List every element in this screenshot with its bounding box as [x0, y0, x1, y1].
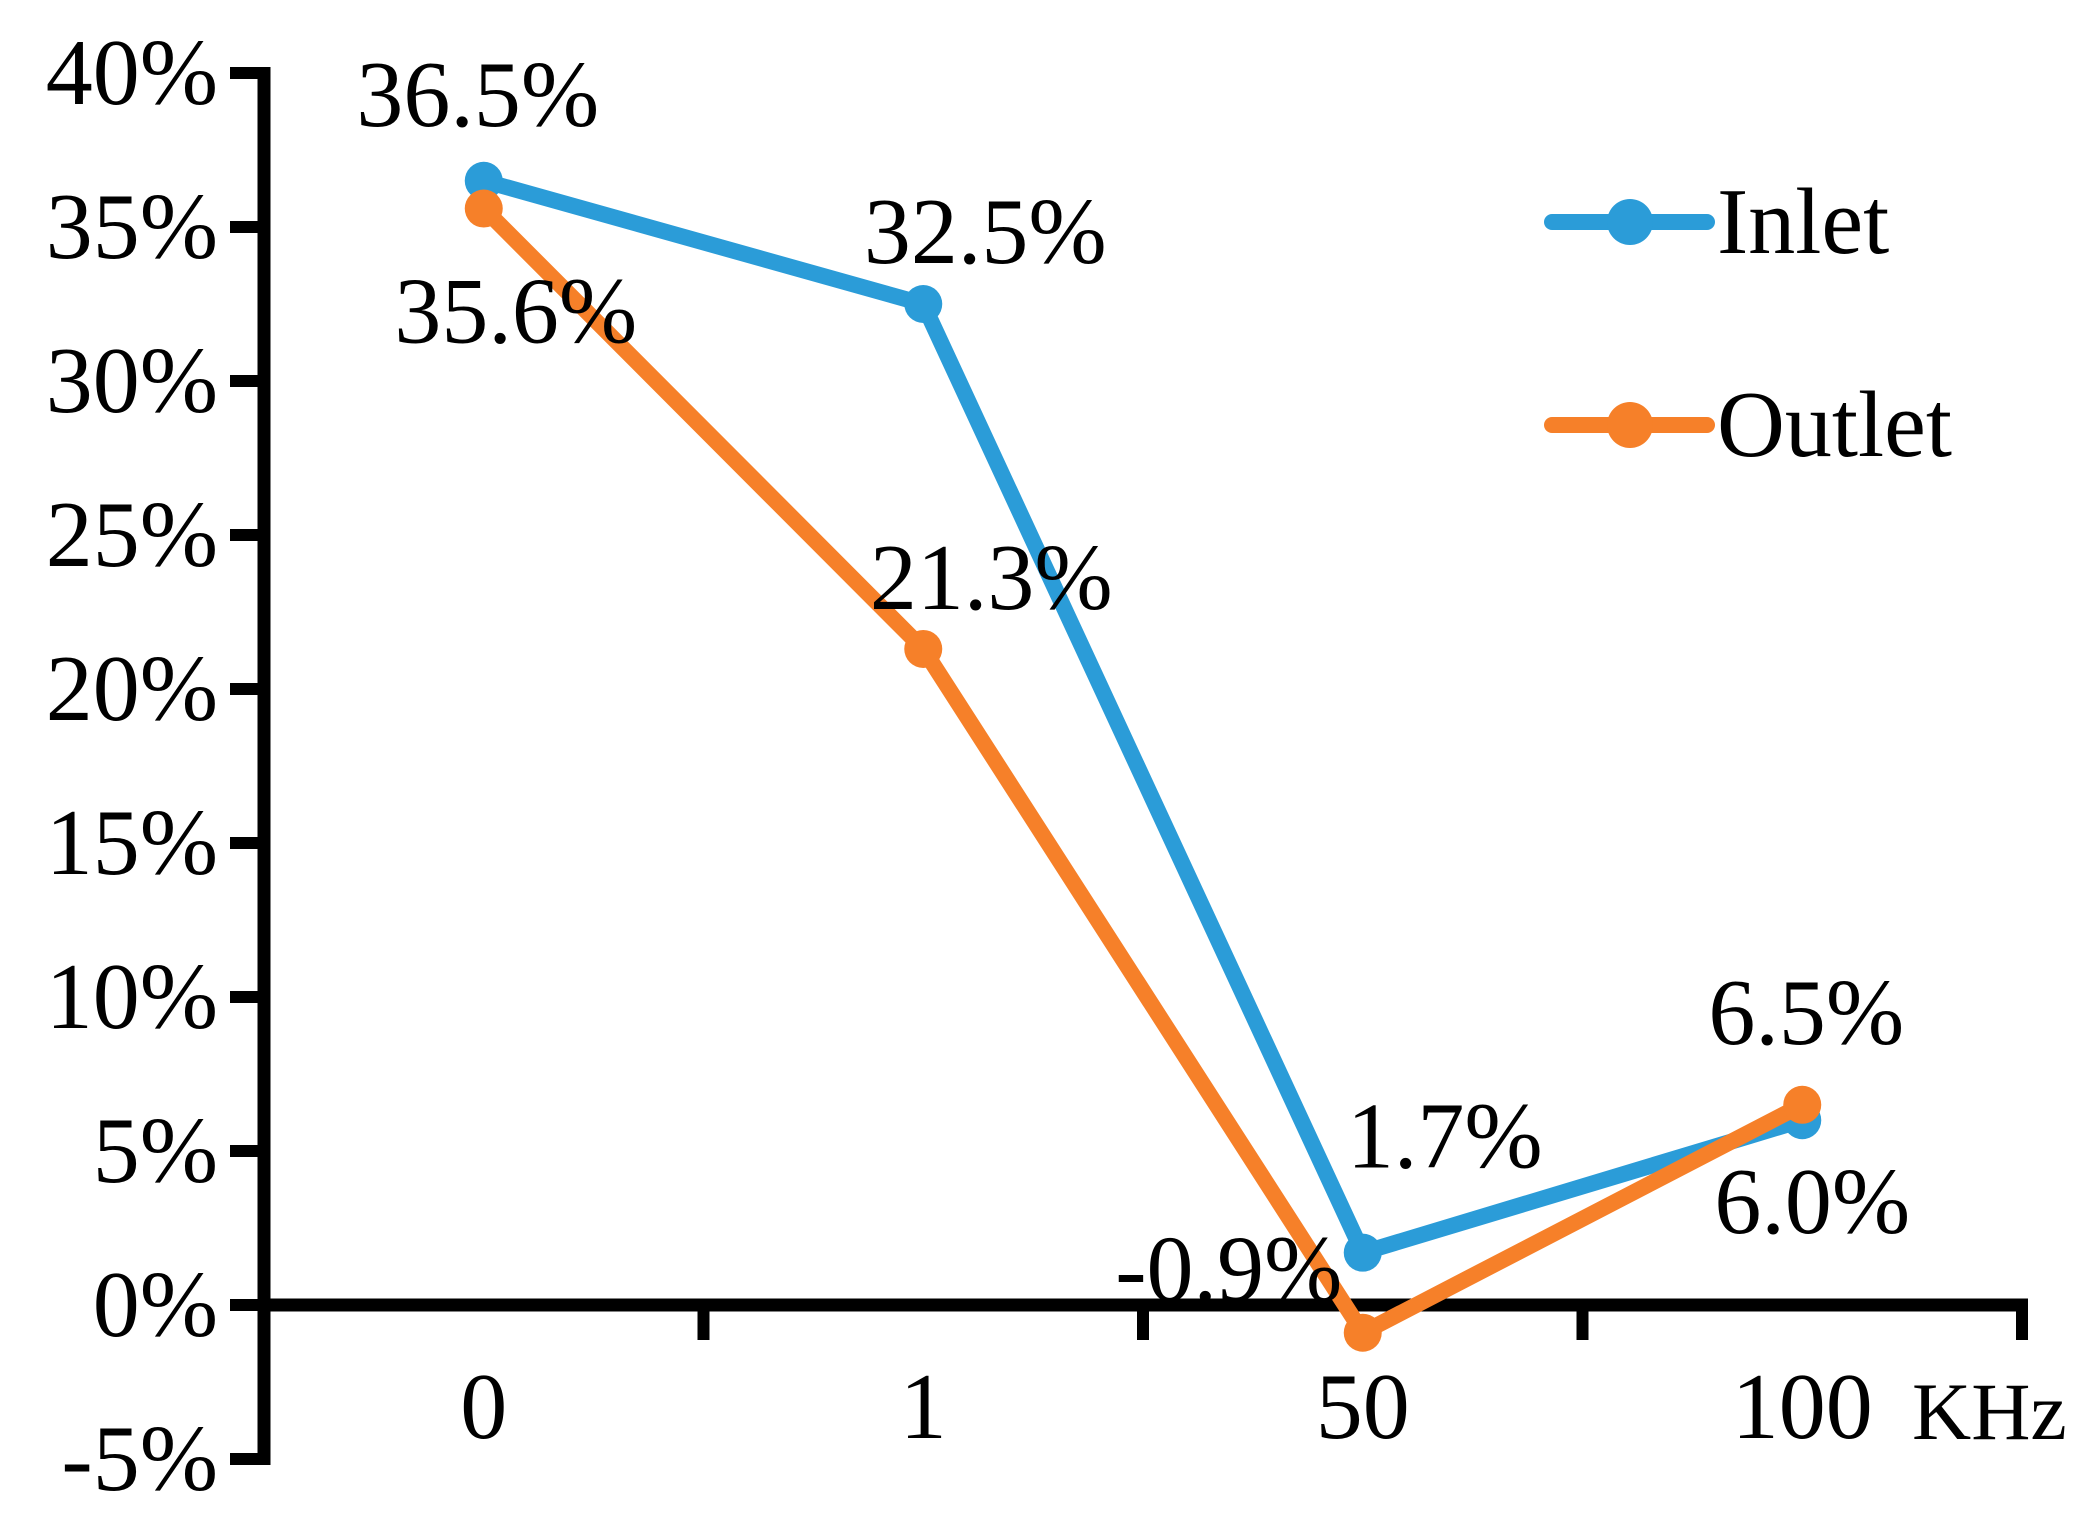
- x-category-label: 100: [1732, 1355, 1873, 1459]
- data-label-inlet: 32.5%: [864, 180, 1107, 284]
- series-outlet-marker: [1343, 1313, 1382, 1352]
- series-inlet-marker: [464, 161, 503, 200]
- series-inlet-marker: [1343, 1233, 1382, 1272]
- x-category-label: 0: [460, 1355, 507, 1459]
- x-axis-labels: 0 1 50 100: [460, 1355, 1873, 1459]
- series-outlet-marker: [464, 189, 503, 228]
- data-label-outlet: 21.3%: [870, 526, 1113, 630]
- y-axis-ticks: 40% 35% 30% 25% 20% 15% 10% 5% 0% -5%: [46, 21, 266, 1511]
- series-group: [464, 161, 1822, 1352]
- data-label-inlet: 1.7%: [1347, 1085, 1543, 1189]
- legend-label-outlet: Outlet: [1717, 373, 1952, 477]
- legend-item-inlet: Inlet: [1544, 170, 1889, 274]
- data-label-inlet: 6.0%: [1714, 1150, 1910, 1254]
- x-axis-ticks: [697, 1305, 2028, 1340]
- y-tick-label: -5%: [61, 1407, 218, 1511]
- data-label-outlet: 35.6%: [394, 260, 637, 364]
- legend: Inlet Outlet: [1544, 170, 1952, 477]
- legend-label-inlet: Inlet: [1717, 170, 1889, 274]
- y-tick-label: 30%: [46, 329, 218, 433]
- y-tick-label: 15%: [46, 791, 218, 895]
- y-tick-label: 5%: [93, 1099, 218, 1203]
- y-tick-label: 20%: [46, 637, 218, 741]
- y-tick-label: 25%: [46, 483, 218, 587]
- y-tick-label: 0%: [93, 1253, 218, 1357]
- y-tick-label: 10%: [46, 945, 218, 1049]
- data-label-outlet: -0.9%: [1115, 1218, 1342, 1322]
- data-label-outlet: 6.5%: [1708, 961, 1904, 1065]
- legend-item-outlet: Outlet: [1544, 373, 1952, 477]
- x-category-label: 1: [900, 1355, 947, 1459]
- legend-marker-outlet-icon: [1607, 402, 1653, 448]
- legend-marker-inlet-icon: [1607, 199, 1653, 245]
- data-labels-group: 36.5% 32.5% 1.7% 6.0% 35.6% 21.3% -0.9% 6.5%: [356, 43, 1910, 1322]
- series-inlet-line: [475, 172, 1811, 1261]
- data-label-inlet: 36.5%: [356, 43, 599, 147]
- series-outlet-line: [475, 200, 1811, 1341]
- x-category-label: 50: [1316, 1355, 1410, 1459]
- series-outlet-marker: [904, 629, 943, 668]
- y-tick-label: 35%: [46, 175, 218, 279]
- y-tick-label: 40%: [46, 21, 218, 125]
- series-inlet-marker: [904, 285, 943, 323]
- x-axis-unit-label: KHz: [1912, 1366, 2067, 1457]
- series-outlet-marker: [1783, 1085, 1822, 1124]
